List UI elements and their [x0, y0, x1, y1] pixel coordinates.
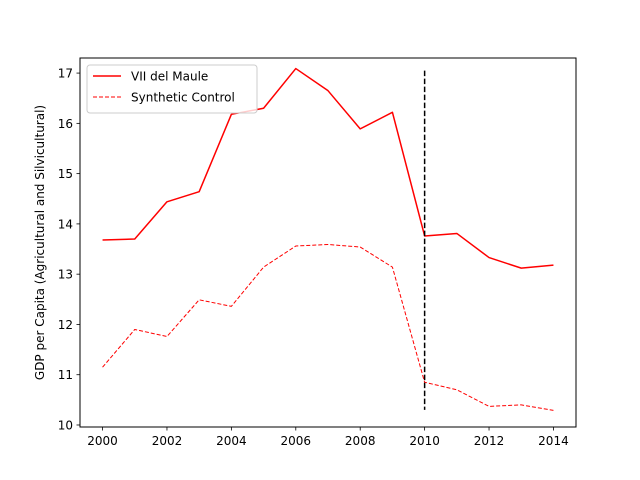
y-tick-label: 17	[58, 67, 73, 81]
x-tick-label: 2014	[538, 434, 569, 448]
x-tick-label: 2012	[474, 434, 505, 448]
legend-label-2: Synthetic Control	[131, 91, 235, 105]
x-tick-label: 2010	[409, 434, 440, 448]
legend-box	[86, 64, 258, 114]
x-tick-label: 2004	[216, 434, 247, 448]
series-line-2	[102, 244, 554, 411]
y-tick-label: 15	[58, 167, 73, 181]
y-tick-label: 11	[58, 368, 73, 382]
legend: VII del Maule Synthetic Control	[86, 64, 258, 114]
series-line-1	[102, 67, 554, 269]
y-tick-label: 16	[58, 117, 73, 131]
x-axis: 2000 2002 2004 2006 2008 2010 2012 2014	[87, 427, 569, 448]
x-tick-label: 2000	[87, 434, 118, 448]
x-tick-label: 2006	[281, 434, 312, 448]
plot-lines	[102, 67, 554, 411]
x-tick-label: 2002	[152, 434, 183, 448]
y-tick-label: 10	[58, 418, 73, 432]
x-tick-label: 2008	[345, 434, 376, 448]
y-axis-label: GDP per Capita (Agricultural and Silvicu…	[33, 105, 47, 380]
y-tick-label: 14	[58, 217, 73, 231]
y-tick-label: 13	[58, 268, 73, 282]
legend-label-1: VII del Maule	[131, 70, 208, 84]
axes-frame	[79, 57, 577, 428]
y-tick-label: 12	[58, 318, 73, 332]
y-axis: 10 11 12 13 14 15 16 17	[58, 67, 80, 432]
